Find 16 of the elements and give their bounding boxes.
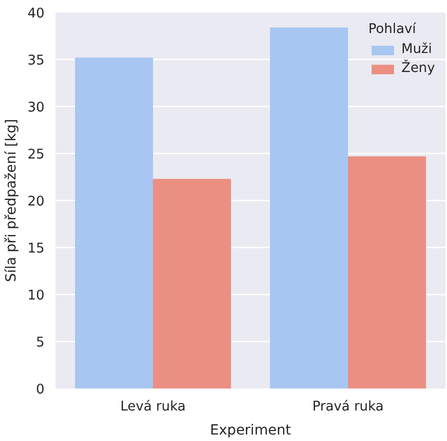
y-tick-label: 20 — [28, 194, 45, 210]
y-tick-label: 0 — [36, 382, 45, 398]
y-axis-title: Síla při předpažení [kg] — [4, 118, 20, 282]
y-tick-label: 5 — [36, 336, 45, 350]
x-tick-label: Pravá ruka — [312, 400, 384, 414]
y-tick-label: 35 — [28, 54, 45, 68]
y-tick-label: 15 — [28, 242, 45, 256]
y-tick-label: 30 — [28, 100, 45, 116]
legend-label: Ženy — [401, 61, 435, 76]
x-tick-label: Levá ruka — [120, 400, 186, 414]
y-tick-label: 40 — [28, 6, 45, 22]
legend-label: Muži — [401, 42, 432, 57]
y-tick-label: 25 — [28, 148, 45, 162]
y-tick-label: 10 — [28, 288, 45, 304]
legend-title: Pohlaví — [368, 22, 417, 37]
x-axis-title: Experiment — [210, 422, 292, 438]
